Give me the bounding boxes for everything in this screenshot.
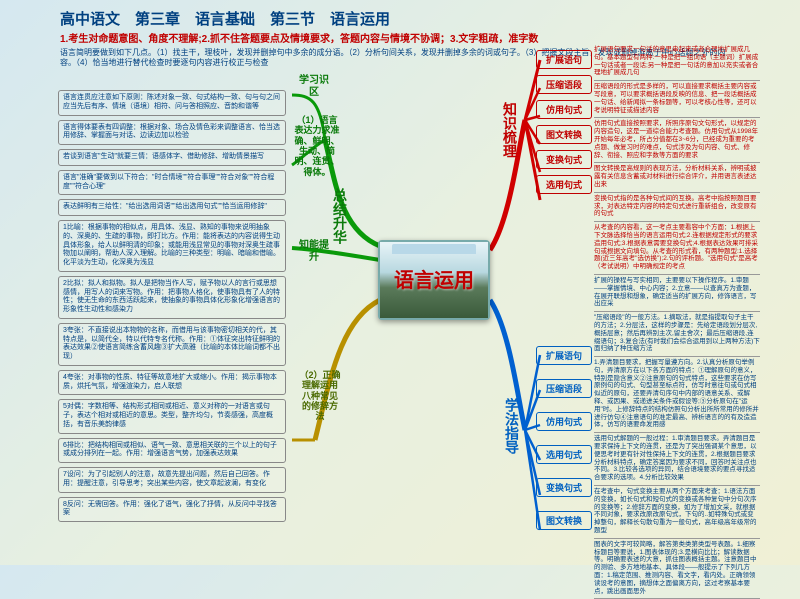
left-block: 6排比：把结构相同或相似、语气一致、意思相关联的三个以上的句子或成分排列在一起。…: [58, 438, 286, 464]
hub-tl: 总结升华: [330, 188, 350, 244]
topic-tag: 变换句式: [536, 478, 592, 497]
hub-bl: （2）正确理解运用八种常见的修辞方法: [299, 370, 341, 422]
left-block: 若谈到语言"生动"就要三情：语感体字、借助修辞、增助情景描写: [58, 149, 286, 166]
tags-top-right: 扩展语句压缩语段仿用句式图文转换变换句式选用句式: [536, 50, 592, 194]
right-block: 扩展语句要求一句话的意思串起来或者合理地扩展成几句。基本题型有两种:一种是把一组…: [594, 44, 760, 81]
right-block: 选用句式解题的一般过程：1.审清题目要求。弄清题目是要求保持上下文的连贯，还是为…: [594, 433, 760, 486]
right-block: 在考查中，句式变换主要从两个方面来考查：1.语法方面的变换，如长句式和短句式的变…: [594, 486, 760, 539]
center-title: 语言运用: [380, 264, 488, 293]
page-title: 高中语文 第三章 语言基础 第三节 语言运用: [60, 8, 740, 29]
green-c: 知能提升: [299, 240, 329, 263]
topic-tag: 仿用句式: [536, 100, 592, 119]
right-block: "压缩语段"的一般方法。1.摘取法，就是指提取句子主干的方法；2.分层法，这样的…: [594, 312, 760, 357]
right-block: 仿用句式直接按照要求，所照序原句文句形式，以规定的内容造句，这是一道综合能力考查…: [594, 118, 760, 163]
right-block: 压缩语段的形式是多样的，可以直接要求概括主要内容或写段意，可以要求概括语段反映的…: [594, 81, 760, 118]
left-block: 4夸张：对事物的性质、特征等故意地扩大或缩小。作用：揭示事物本质，烘托气氛，增强…: [58, 370, 286, 396]
right-block: 从考查的内容看，这一考点主要看容中个方面：1.根据上下文脉选择恰当的语言运用句式…: [594, 222, 760, 275]
left-content-column: 语言连贯应注意如下原则：陈述对象一致、句式结构一致、句与句之间应当先后有序、情境…: [58, 90, 286, 526]
topic-tag: 扩展语句: [536, 50, 592, 69]
hub-tr: 知识梳理: [500, 102, 520, 158]
left-block: 2比拟：拟人和拟物。拟人是把物当作人写，赋予物以人的言行或思想感情，用写人的词来…: [58, 276, 286, 319]
topic-tag: 压缩语段: [536, 75, 592, 94]
left-block: 语言得体要表有四调整：根据对象、场合及情色彩来调整语言、恰当选用修辞、掌握面与对…: [58, 120, 286, 146]
left-block: 语言"准确"要做到以下符合："时合情境""符合事理""符合对象""符合程度""符…: [58, 170, 286, 196]
left-block: 语言连贯应注意如下原则：陈述对象一致、句式结构一致、句与句之间应当先后有序、情境…: [58, 90, 286, 116]
topic-tag: 选用句式: [536, 175, 592, 194]
left-block: 8反问：无需回答。作用：强化了语气，强化了抒情，从反问中寻找答案: [58, 497, 286, 523]
left-block: 3夸张：不直接说出本物物的名称，而借用与该事物密切相关的代，其特点是，以简代全，…: [58, 323, 286, 366]
center-topic-card: 语言运用: [378, 240, 490, 320]
left-block: 1比喻：根据事物的相似点，用具体、浅显、熟知的事物来说明抽象的、深奥的、生疏的事…: [58, 220, 286, 272]
right-content-column: 扩展语句要求一句话的意思串起来或者合理地扩展成几句。基本题型有两种:一种是把一组…: [594, 44, 760, 599]
green-a: 学习识区: [299, 75, 329, 98]
hub-br: 学法指导: [502, 398, 522, 454]
topic-tag: 图文转换: [536, 125, 592, 144]
topic-tag: 压缩语段: [536, 379, 592, 398]
right-block: 扩展的操程与写实相同，主要要以下操作程序。1.审题——掌握情境、中心内容；2.立…: [594, 275, 760, 312]
topic-tag: 仿用句式: [536, 412, 592, 431]
right-block: 图表的文字可较简略，解答第类类第类型号表题。1.细察标题目等要说，1.图表体现的…: [594, 539, 760, 599]
right-block: 变换句式指的是各种句式间的互换。高考中指按照题目要求，对表达特定内容的特定句式进…: [594, 193, 760, 222]
right-block: 1.弄清题目要求，把握写量遵方向。2.认真分析原句举例句，弄清原方在以下各方面的…: [594, 357, 760, 433]
left-block: 表达鲜明有三给性："给出选用词语""给出选用句式""恰当运用修辞": [58, 199, 286, 216]
right-block: 图文转换是高规则的表现方法，分析材料关系，辨明或披露有关信息含蓄或对材料进行综合…: [594, 163, 760, 192]
topic-tag: 图文转换: [536, 511, 592, 530]
topic-tag: 扩展语句: [536, 346, 592, 365]
tags-bottom-right: 扩展语句压缩语段仿用句式选用句式变换句式图文转换: [536, 346, 592, 530]
left-block: 5对偶：字数相等、结构形式相同或相近、意义对称的一对语言或句子，表达个相对或相近…: [58, 399, 286, 433]
green-b: （1）语言表达力求准确、鲜明、生动、简明、连贯、得体。: [293, 115, 341, 177]
topic-tag: 变换句式: [536, 150, 592, 169]
topic-tag: 选用句式: [536, 445, 592, 464]
left-block: 7设问：为了引起别人的注意，故意先提出问题，然后自己回答。作用：提醒注意，引导思…: [58, 467, 286, 493]
